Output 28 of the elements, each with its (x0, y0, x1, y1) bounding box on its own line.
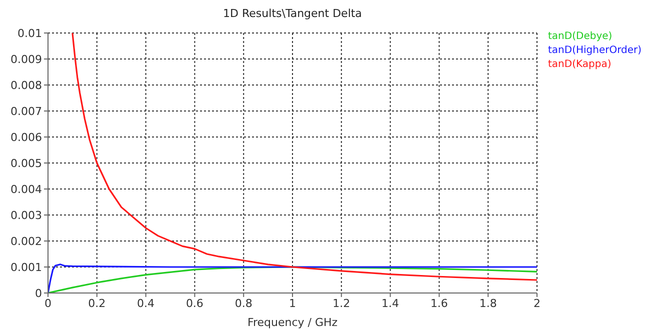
x-tick-label: 0.2 (88, 296, 106, 310)
y-tick-label: 0.006 (10, 130, 42, 144)
x-axis-title: Frequency / GHz (247, 316, 338, 329)
y-tick-label: 0 (35, 286, 42, 300)
y-tick-label: 0.005 (10, 156, 42, 170)
x-tick-label: 2 (534, 296, 540, 310)
text: tanD(Debye) (548, 30, 614, 44)
x-tick-label: 0.8 (234, 296, 252, 310)
y-tick-label: 0.004 (10, 182, 42, 196)
x-tick-label: 0 (44, 296, 52, 310)
chart-title: 1D Results\Tangent Delta (222, 7, 363, 20)
x-tick-label: 0.6 (186, 296, 204, 310)
x-tick-label: 1.8 (479, 296, 497, 310)
x-tick-label: 0.4 (137, 296, 155, 310)
x-tick-label: 1.6 (430, 296, 448, 310)
line-series (72, 33, 537, 281)
x-tick-label: 1 (289, 296, 296, 310)
x-tick-label: 1.2 (332, 296, 350, 310)
y-tick-label: 0.002 (10, 234, 42, 248)
y-tick-label: 0.003 (10, 208, 42, 222)
y-tick-label: 0.007 (10, 104, 42, 118)
y-tick-label: 0.008 (10, 78, 42, 92)
x-tick-label: 1.4 (382, 296, 400, 310)
y-tick-label: 0.01 (18, 26, 42, 40)
text: tanD(Kappa) (548, 58, 612, 72)
y-tick-label: 0.009 (10, 52, 42, 66)
y-tick-label: 0.001 (10, 260, 42, 274)
text: tanD(HigherOrder) (548, 44, 642, 58)
